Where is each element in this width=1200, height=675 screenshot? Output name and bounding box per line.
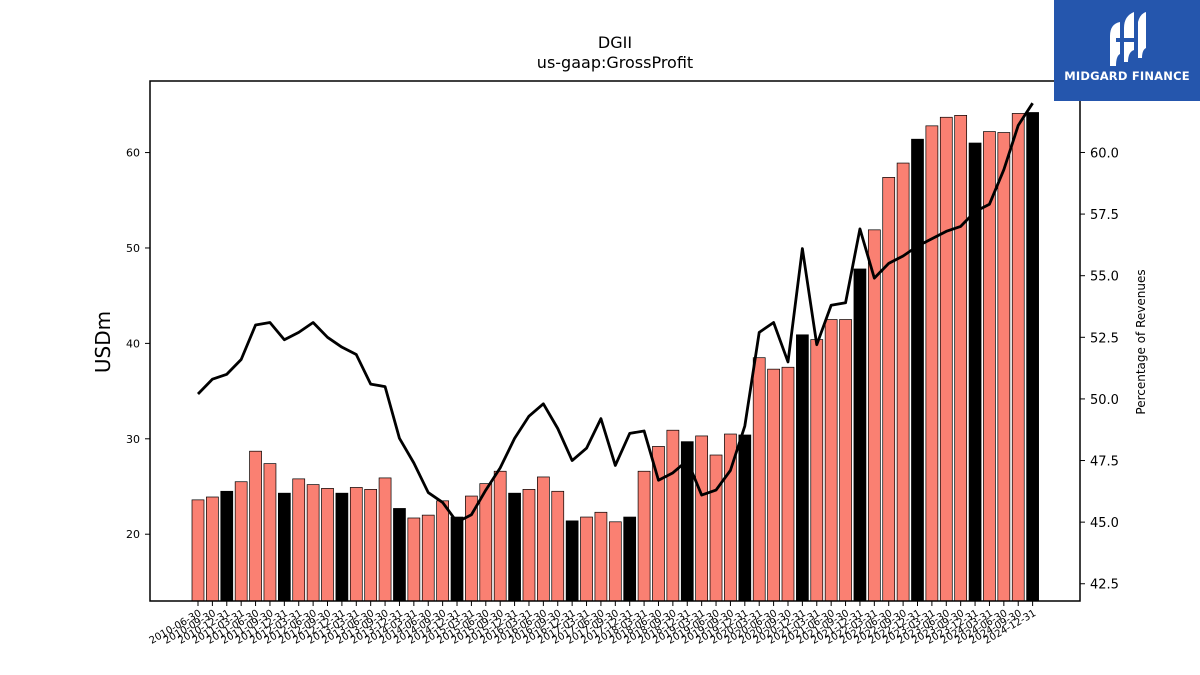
bar <box>824 319 838 602</box>
bar <box>867 229 881 602</box>
bar <box>450 516 464 602</box>
bar <box>709 454 723 602</box>
bar <box>752 357 766 602</box>
bar <box>565 520 579 602</box>
bar <box>1011 113 1025 602</box>
bar <box>911 138 924 602</box>
bar <box>508 492 521 602</box>
bar <box>781 366 795 602</box>
bar <box>637 470 651 602</box>
bar <box>580 516 593 602</box>
y2-tick-label: 42.5 <box>1090 578 1119 593</box>
bar <box>796 334 809 602</box>
bar <box>378 477 392 602</box>
bar <box>695 435 709 602</box>
bar <box>349 487 363 602</box>
y2-tick-label: 57.5 <box>1090 208 1119 223</box>
bar <box>925 125 939 602</box>
bar <box>263 463 277 602</box>
brand-name: MIDGARD FINANCE <box>1064 69 1190 83</box>
y-tick-label: 50 <box>126 242 140 255</box>
bar <box>306 484 320 602</box>
bar <box>335 492 349 602</box>
bar <box>853 268 867 602</box>
chart-title: DGII <box>598 33 632 52</box>
y2-axis-label: Percentage of Revenues <box>1134 269 1148 414</box>
bar <box>292 478 306 602</box>
bar <box>393 508 406 602</box>
bar <box>364 489 378 602</box>
y2-tick-label: 45.0 <box>1090 516 1119 531</box>
bar <box>436 500 449 602</box>
y-tick-label: 60 <box>126 147 140 160</box>
bar <box>220 490 234 602</box>
bar <box>421 514 435 602</box>
bar <box>234 481 248 602</box>
midgard-logo-icon <box>1110 12 1146 66</box>
y-tick-label: 30 <box>126 433 140 446</box>
bar <box>666 429 680 602</box>
bar <box>479 483 493 602</box>
bar <box>537 476 550 602</box>
bar <box>206 496 219 602</box>
bar <box>321 488 334 602</box>
y2-tick-label: 47.5 <box>1090 455 1119 470</box>
y-axis-label: USDm <box>91 311 115 373</box>
bar <box>191 499 205 602</box>
bar <box>1026 112 1039 602</box>
y2-tick-label: 60.0 <box>1090 146 1119 161</box>
bar <box>767 368 780 602</box>
bar <box>997 132 1011 602</box>
bar <box>551 490 565 602</box>
bar <box>608 521 622 602</box>
y2-tick-label: 50.0 <box>1090 393 1119 408</box>
bar <box>738 434 752 602</box>
bar <box>522 489 536 602</box>
bar <box>896 162 910 602</box>
bar <box>623 516 637 602</box>
bar <box>594 511 608 602</box>
bar <box>939 116 953 602</box>
bar <box>954 114 968 602</box>
bar <box>493 470 507 602</box>
y-tick-label: 20 <box>126 528 140 541</box>
bar <box>839 319 852 602</box>
percentage-line <box>196 102 1034 524</box>
y-tick-label: 40 <box>126 337 140 350</box>
bar <box>810 339 824 602</box>
brand-logo: MIDGARD FINANCE <box>1054 0 1200 101</box>
bar <box>249 450 262 602</box>
bar <box>277 492 291 602</box>
line-series <box>196 102 1034 524</box>
bar <box>407 517 421 602</box>
bar <box>465 495 478 602</box>
y2-tick-label: 55.0 <box>1090 270 1119 285</box>
bar <box>882 177 896 602</box>
chart-subtitle: us-gaap:GrossProfit <box>537 53 693 72</box>
bar-series <box>191 112 1039 602</box>
y2-tick-label: 52.5 <box>1090 331 1119 346</box>
